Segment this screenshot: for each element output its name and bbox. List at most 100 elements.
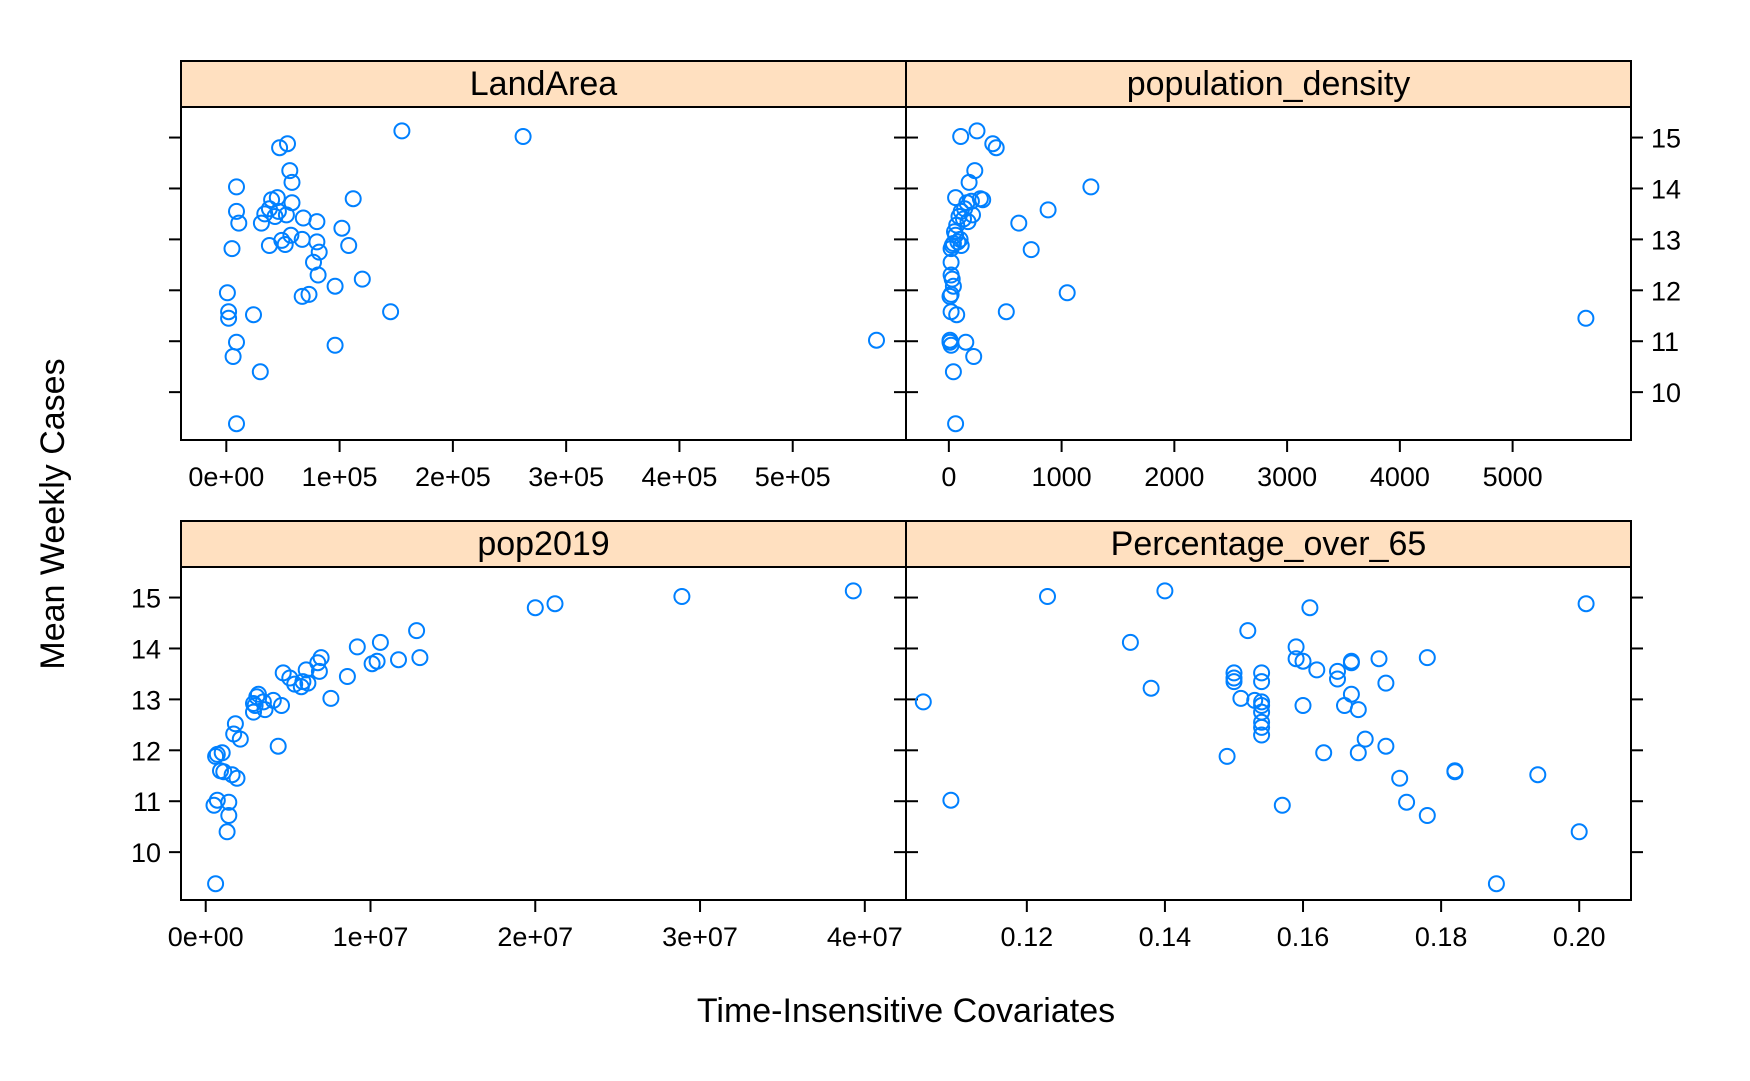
data-point [230, 214, 248, 232]
y-tick-label: 12 [1651, 276, 1681, 306]
data-point [207, 875, 225, 893]
panel-pop2019: pop2019 0e+00 1e+07 2e+07 3e+07 4e+07 10 11 12 13… [131, 520, 918, 952]
data-point [1370, 650, 1388, 668]
x-tick-label: 0 [941, 462, 956, 492]
data-point [297, 661, 315, 679]
data-point [1287, 650, 1305, 668]
data-point [1487, 875, 1505, 893]
data-point [944, 363, 962, 381]
x-tick-label: 0.16 [1277, 922, 1330, 952]
data-point [390, 651, 407, 669]
data-point [228, 769, 246, 787]
y-axis-title: Mean Weekly Cases [34, 358, 72, 669]
y-tick-label: 11 [133, 787, 161, 817]
panel-frame [905, 566, 1632, 901]
x-tick-label: 5e+05 [755, 462, 831, 492]
data-point [1142, 679, 1160, 697]
x-tick-label: 0.20 [1553, 922, 1606, 952]
data-point [254, 693, 272, 711]
x-tick-label: 3e+05 [528, 462, 604, 492]
data-point [1418, 649, 1436, 667]
x-tick-label: 0.14 [1139, 922, 1192, 952]
panel-LandArea: LandArea 0e+00 1e+05 2e+05 3e+05 4e+05 5e+05 [169, 60, 918, 492]
y-tick-label: 15 [131, 584, 161, 614]
data-point [363, 655, 381, 673]
data-point [273, 697, 290, 714]
strip-label: Percentage_over_65 [1111, 525, 1427, 563]
data-point [408, 622, 426, 640]
data-point [960, 173, 978, 191]
data-point [1039, 201, 1057, 219]
y-tick-label: 11 [1651, 327, 1679, 357]
data-point [1058, 284, 1076, 302]
data-point [269, 737, 287, 755]
data-point [952, 128, 970, 145]
x-tick-label: 2000 [1144, 462, 1204, 492]
data-point [1529, 766, 1547, 784]
data-point [997, 303, 1015, 321]
data-point [1253, 664, 1271, 682]
data-point [942, 253, 960, 271]
data-point [308, 213, 326, 231]
data-point [942, 240, 960, 258]
data-point [1349, 701, 1367, 719]
data-point [344, 190, 362, 208]
data-point [952, 237, 970, 254]
data-point [271, 139, 289, 157]
data-point [312, 649, 330, 667]
panel-frame [905, 106, 1632, 441]
y-tick-label: 12 [131, 736, 161, 766]
data-point [1287, 638, 1305, 656]
data-point [1121, 633, 1139, 651]
data-point [226, 715, 244, 733]
data-point [310, 662, 328, 680]
data-point [276, 236, 294, 253]
data-point [260, 237, 278, 254]
y-tick-label: 14 [131, 634, 161, 664]
x-tick-label: 0.12 [1001, 922, 1054, 952]
data-point [942, 336, 960, 354]
x-tick-label: 3e+07 [662, 922, 738, 952]
data-point [286, 675, 304, 693]
data-point [340, 237, 358, 254]
panel-Percentage_over_65: Percentage_over_65 0.12 0.14 0.16 0.18 0.20 [894, 520, 1643, 952]
data-point [944, 277, 962, 295]
data-point [546, 595, 564, 613]
data-point [205, 796, 223, 814]
data-point [1329, 662, 1346, 680]
data-point [282, 226, 300, 244]
data-point [1356, 730, 1374, 748]
data-point [1398, 793, 1416, 811]
data-point [224, 348, 242, 365]
data-point [393, 122, 411, 140]
data-point [333, 219, 351, 237]
strip-label: population_density [1127, 65, 1411, 103]
data-point [1418, 807, 1436, 824]
data-point [218, 284, 236, 302]
data-point [1225, 664, 1243, 682]
data-point [1294, 652, 1312, 670]
data-point [228, 415, 245, 433]
strip-label: pop2019 [477, 525, 609, 563]
data-point [1446, 763, 1464, 781]
data-point [1010, 214, 1028, 232]
y-tick-label: 14 [1651, 174, 1681, 204]
data-point [252, 214, 270, 232]
y-tick-label: 15 [1651, 124, 1681, 154]
data-point [223, 766, 241, 784]
data-point [1377, 737, 1395, 755]
data-point [220, 807, 238, 824]
data-point [220, 309, 238, 327]
data-point [338, 668, 356, 685]
data-point [1577, 595, 1595, 613]
panel-frame [180, 106, 907, 441]
panel-frame [180, 566, 907, 901]
data-point [300, 285, 318, 303]
data-point [1253, 673, 1271, 691]
data-point [411, 649, 429, 667]
data-point [371, 633, 389, 651]
data-point [256, 701, 274, 719]
data-point [382, 303, 400, 321]
data-point [1294, 697, 1312, 714]
